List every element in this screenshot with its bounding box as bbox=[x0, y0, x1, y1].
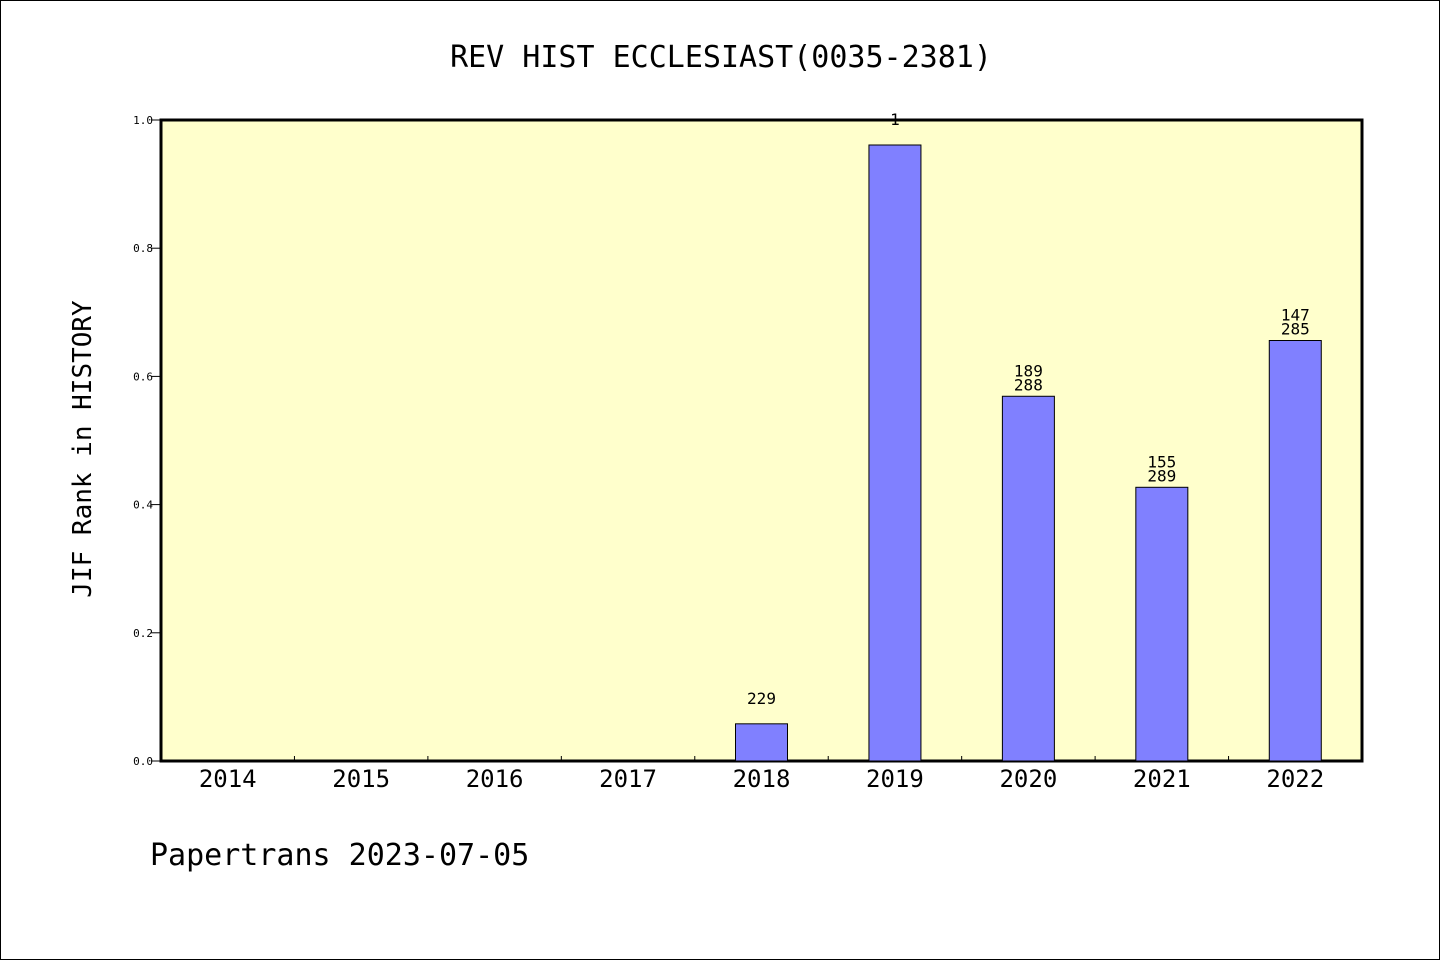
bar-label-total: 289 bbox=[1147, 466, 1176, 485]
bar-label-rank: 189 bbox=[1014, 361, 1043, 380]
bar-label: 229 bbox=[747, 689, 776, 708]
chart-title: REV HIST ECCLESIAST(0035-2381) bbox=[450, 40, 992, 75]
x-tick-label: 2021 bbox=[1133, 765, 1191, 793]
bar-2021 bbox=[1135, 486, 1189, 762]
bar-label-rank: 155 bbox=[1147, 452, 1176, 471]
bar-2018 bbox=[735, 723, 788, 762]
bar-label-total: 288 bbox=[1014, 375, 1043, 394]
x-tick-label: 2020 bbox=[999, 765, 1057, 793]
bar-label-rank: 147 bbox=[1281, 306, 1310, 325]
y-axis-label: JIF Rank in HISTORY bbox=[68, 300, 98, 598]
bar-2022 bbox=[1268, 340, 1322, 762]
bar-2019 bbox=[868, 144, 922, 762]
bar-label-total: 285 bbox=[1281, 320, 1310, 339]
y-tick-label: 0.6 bbox=[133, 370, 153, 383]
x-tick-label: 2018 bbox=[733, 765, 791, 793]
y-tick-label: 0.2 bbox=[133, 627, 153, 640]
y-tick-label: 0.8 bbox=[133, 242, 153, 255]
x-tick-label: 2019 bbox=[866, 765, 924, 793]
x-tick-label: 2016 bbox=[466, 765, 524, 793]
footer-credit: Papertrans 2023-07-05 bbox=[150, 838, 529, 873]
y-tick-label: 0.0 bbox=[133, 755, 153, 768]
x-tick-label: 2017 bbox=[599, 765, 657, 793]
x-tick-label: 2014 bbox=[199, 765, 257, 793]
y-tick-label: 1.0 bbox=[133, 114, 153, 127]
bar-label: 1 bbox=[890, 110, 900, 129]
x-tick-label: 2022 bbox=[1266, 765, 1324, 793]
y-tick-label: 0.4 bbox=[133, 499, 153, 512]
bar-2020 bbox=[1001, 395, 1055, 762]
x-tick-label: 2015 bbox=[332, 765, 390, 793]
